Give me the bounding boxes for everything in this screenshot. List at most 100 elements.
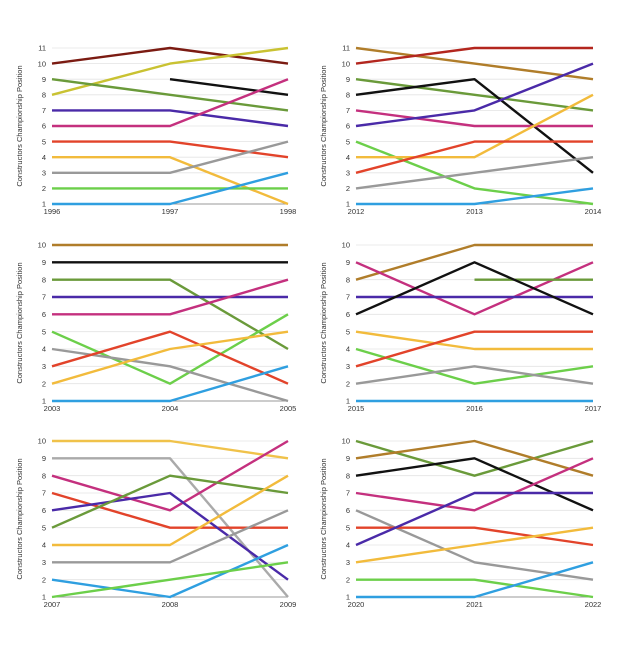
y-tick-label: 1 xyxy=(42,397,46,406)
series-line-olive_green xyxy=(52,278,289,351)
series-line-olive_green xyxy=(51,474,289,529)
y-tick-label: 8 xyxy=(42,91,46,100)
y-tick-label: 5 xyxy=(346,523,350,532)
y-tick-label: 5 xyxy=(346,327,350,336)
y-tick-label: 3 xyxy=(346,362,350,371)
series-line-blue xyxy=(51,543,289,599)
y-tick-label: 3 xyxy=(42,169,46,178)
y-tick-label: 3 xyxy=(346,169,350,178)
chart-panel-3: 1 2 3 4 5 6 7 8 9 10 2003 2004 2005 Constructors Cham… xyxy=(15,241,296,413)
series-line-yellow xyxy=(355,526,594,564)
x-tick-label: 2020 xyxy=(348,600,365,609)
x-tick-label: 2021 xyxy=(466,600,483,609)
chart-panel-1: 1 2 3 4 5 6 7 8 9 10 11 1996 1997 1998 Constructors Ch… xyxy=(15,44,296,216)
series-line-magenta xyxy=(355,109,593,128)
y-tick-label: 8 xyxy=(346,471,350,480)
series-line-brown xyxy=(355,46,594,81)
series-line-red xyxy=(52,140,289,159)
y-tick-label: 9 xyxy=(42,454,46,463)
series-line-olive_green xyxy=(355,78,594,112)
series-line-blue xyxy=(52,171,289,206)
series-line-blue xyxy=(356,187,594,206)
y-tick-label: 1 xyxy=(346,200,350,209)
y-tick-label: 10 xyxy=(342,241,350,250)
series-line-olive_yellow xyxy=(51,46,289,96)
y-tick-label: 7 xyxy=(346,293,350,302)
series-line-brown xyxy=(355,243,593,281)
series-line-yellow xyxy=(52,474,289,547)
x-tick-label: 1998 xyxy=(280,207,297,216)
series-line-olive_green xyxy=(51,78,289,112)
y-tick-label: 5 xyxy=(42,327,46,336)
y-axis-label: Constructors Championship Position xyxy=(319,262,328,383)
y-tick-label: 8 xyxy=(346,91,350,100)
y-tick-label: 6 xyxy=(346,506,350,515)
series-line-gray xyxy=(355,365,594,385)
series-line-black xyxy=(169,78,289,96)
series-line-gray xyxy=(355,156,594,190)
x-tick-label: 2008 xyxy=(162,600,179,609)
series-line-purple xyxy=(355,62,594,128)
y-tick-label: 9 xyxy=(346,454,350,463)
x-tick-label: 2015 xyxy=(348,404,365,413)
y-tick-label: 11 xyxy=(342,44,350,53)
series-line-yellow xyxy=(51,330,289,385)
y-axis-label: Constructors Championship Position xyxy=(319,65,328,186)
series-line-green xyxy=(356,578,594,599)
x-tick-label: 2004 xyxy=(162,404,179,413)
y-tick-label: 8 xyxy=(42,471,46,480)
series-line-yellow xyxy=(52,156,289,206)
series-line-magenta xyxy=(51,439,289,512)
y-tick-label: 10 xyxy=(38,437,46,446)
y-tick-label: 10 xyxy=(38,59,46,68)
series-line-red xyxy=(51,330,289,385)
x-tick-label: 2022 xyxy=(585,600,602,609)
series-line-purple xyxy=(51,491,289,581)
y-tick-label: 10 xyxy=(342,437,350,446)
y-tick-label: 1 xyxy=(42,593,46,602)
x-tick-label: 2014 xyxy=(585,207,602,216)
y-tick-label: 6 xyxy=(42,310,46,319)
y-tick-label: 11 xyxy=(38,44,46,53)
series-line-lightyellow xyxy=(52,439,289,460)
y-tick-label: 8 xyxy=(346,275,350,284)
y-tick-label: 2 xyxy=(346,575,350,584)
series-line-blue xyxy=(52,365,289,403)
y-tick-label: 7 xyxy=(42,293,46,302)
y-tick-label: 4 xyxy=(42,541,46,550)
series-line-red xyxy=(355,330,593,368)
y-tick-label: 2 xyxy=(42,184,46,193)
y-tick-label: 2 xyxy=(42,379,46,388)
series-line-yellow xyxy=(355,330,593,351)
series-line-purple xyxy=(355,491,593,547)
y-tick-label: 2 xyxy=(346,379,350,388)
chart-panel-4: 1 2 3 4 5 6 7 8 9 10 2015 2016 2017 Constructors Cham… xyxy=(319,241,601,413)
y-tick-label: 7 xyxy=(346,489,350,498)
x-tick-label: 2009 xyxy=(280,600,297,609)
y-tick-label: 9 xyxy=(42,75,46,84)
series-line-red xyxy=(355,140,593,174)
y-tick-label: 5 xyxy=(42,137,46,146)
x-tick-label: 2016 xyxy=(466,404,483,413)
y-tick-label: 6 xyxy=(346,122,350,131)
y-tick-label: 1 xyxy=(42,200,46,209)
y-tick-label: 4 xyxy=(42,345,46,354)
series-line-gray xyxy=(52,509,289,564)
series-line-green xyxy=(51,561,289,599)
y-tick-label: 7 xyxy=(42,489,46,498)
y-tick-label: 3 xyxy=(42,558,46,567)
y-tick-label: 7 xyxy=(346,106,350,115)
x-tick-label: 2013 xyxy=(466,207,483,216)
y-tick-label: 5 xyxy=(346,137,350,146)
y-axis-label: Constructors Championship Position xyxy=(15,65,24,186)
y-tick-label: 3 xyxy=(42,362,46,371)
y-tick-label: 9 xyxy=(42,258,46,267)
y-tick-label: 9 xyxy=(346,75,350,84)
series-line-brown xyxy=(355,439,594,477)
y-tick-label: 2 xyxy=(346,184,350,193)
series-line-purple xyxy=(52,109,289,128)
y-tick-label: 1 xyxy=(346,593,350,602)
y-tick-label: 1 xyxy=(346,397,350,406)
y-tick-label: 9 xyxy=(346,258,350,267)
